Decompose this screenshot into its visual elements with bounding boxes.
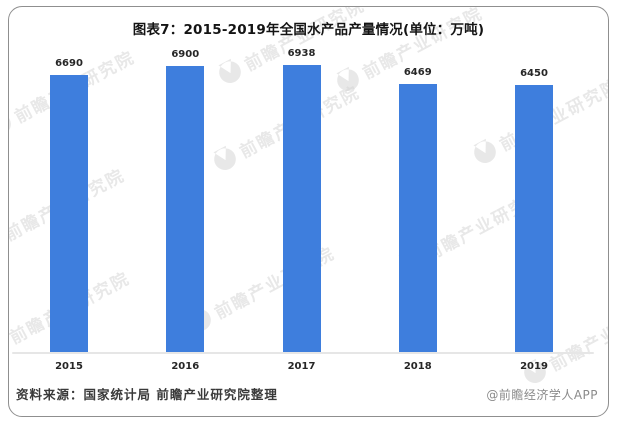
bar (50, 75, 88, 352)
credit-note: @前瞻经济学人APP (486, 388, 598, 402)
x-axis-line (12, 352, 594, 354)
bar (282, 65, 321, 352)
bar (166, 66, 205, 352)
x-axis-tick-label: 2017 (287, 361, 316, 372)
bar-value-label: 6469 (403, 67, 432, 78)
bar-value-label: 6450 (520, 68, 548, 79)
bar-value-label: 6900 (171, 49, 200, 60)
x-axis-tick-label: 2016 (171, 361, 200, 372)
x-axis-tick-label: 2019 (520, 361, 548, 372)
plot-area: 6690 2015 6900 2016 6938 2017 6469 2018 6450 2019 (9, 7, 608, 416)
bar-value-label: 6690 (55, 58, 83, 69)
x-axis-tick-label: 2018 (403, 361, 432, 372)
chart-card: 前瞻产业研究院 前瞻产业研究院 前瞻产业研究院 前瞻产业研究院 前瞻产业研究院 … (8, 6, 609, 417)
chart-title: 图表7：2015-2019年全国水产品产量情况(单位：万吨) (132, 22, 485, 38)
bar (515, 85, 553, 352)
x-axis-tick-label: 2015 (55, 361, 83, 372)
bar-value-label: 6938 (287, 48, 316, 59)
bar (398, 84, 437, 352)
source-note: 资料来源：国家统计局 前瞻产业研究院整理 (16, 387, 278, 402)
